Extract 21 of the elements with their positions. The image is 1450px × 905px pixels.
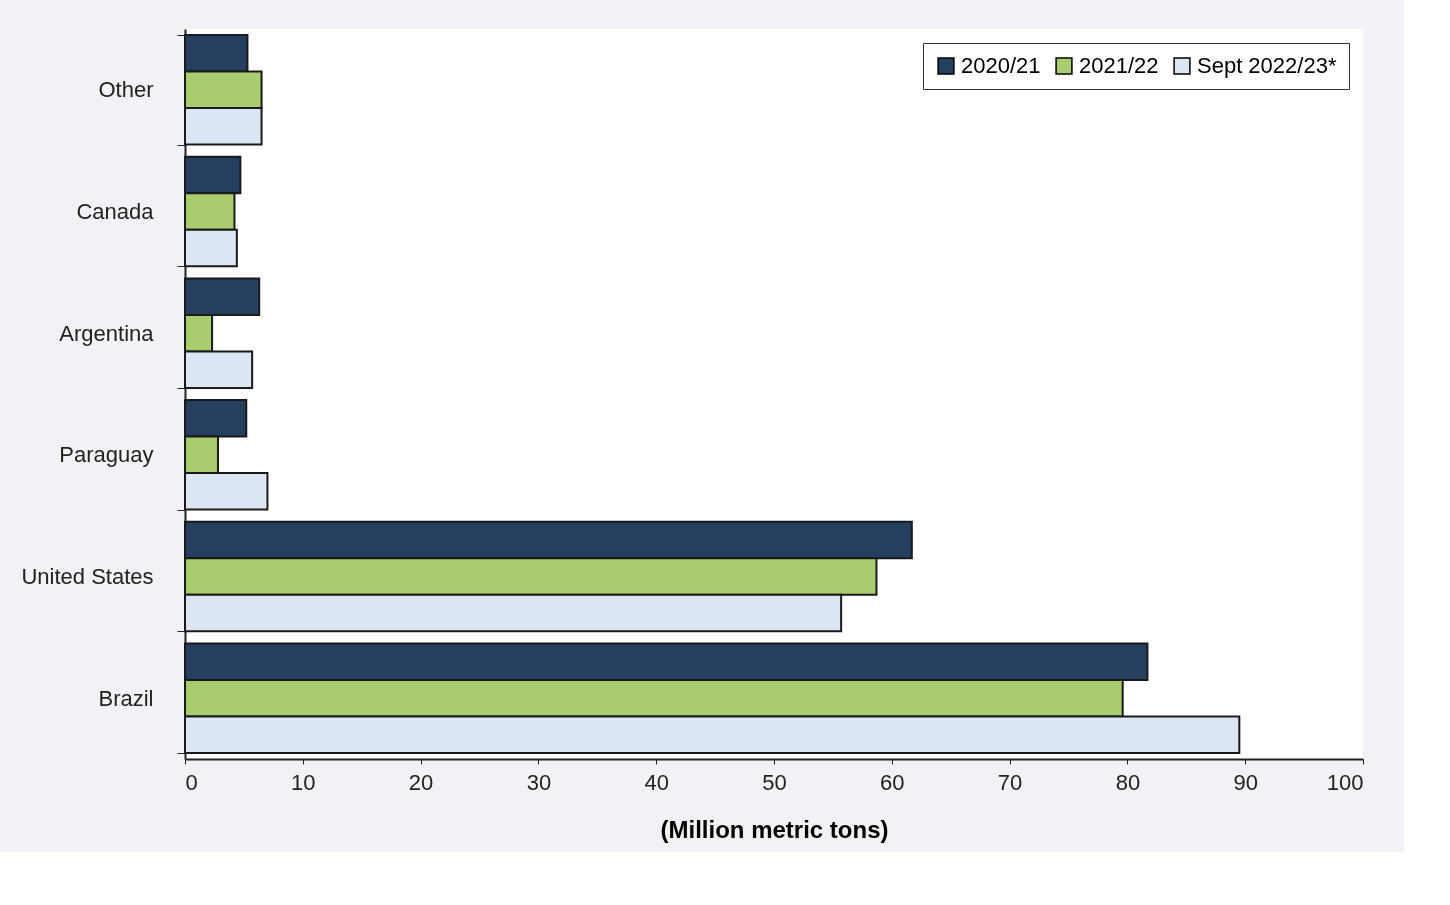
- x-axis-title: (Million metric tons): [660, 815, 889, 843]
- x-tick-label: 80: [1115, 769, 1141, 795]
- x-tick-label: 50: [762, 769, 787, 795]
- y-tick-label: Canada: [76, 199, 155, 224]
- x-tick-label: 40: [644, 769, 669, 795]
- x-tick-label: 90: [1233, 769, 1258, 795]
- y-tick-label: Argentina: [59, 320, 155, 346]
- x-tick-label: 30: [526, 769, 552, 795]
- legend-label: 2020/21: [961, 53, 1041, 78]
- x-tick-label: 0: [185, 769, 198, 795]
- legend-label: Sept 2022/23*: [1197, 53, 1337, 78]
- y-tick-label: United States: [21, 564, 154, 589]
- y-tick-label: Other: [98, 77, 154, 103]
- x-tick-label: 20: [408, 769, 434, 795]
- x-tick-label: 60: [880, 769, 905, 795]
- x-tick-label: 70: [997, 769, 1023, 795]
- legend-label: 2021/22: [1079, 53, 1159, 78]
- x-tick-label: 100: [1326, 769, 1364, 795]
- y-tick-label: Paraguay: [59, 442, 154, 468]
- x-tick-label: 10: [291, 769, 316, 795]
- y-tick-label: Brazil: [98, 685, 154, 711]
